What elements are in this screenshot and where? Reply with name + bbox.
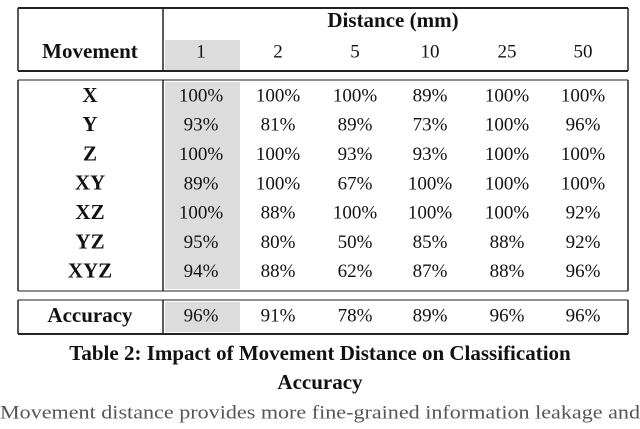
- cell: 96%: [566, 115, 601, 136]
- summary-cell: 96%: [566, 305, 601, 326]
- row-label: X: [82, 83, 97, 107]
- cell: 88%: [261, 261, 296, 282]
- row-label: XZ: [75, 200, 104, 224]
- summary-cell: 89%: [413, 305, 448, 326]
- cell: 100%: [256, 144, 301, 165]
- cell: 100%: [256, 173, 301, 194]
- cell: 87%: [413, 261, 448, 282]
- row-label: XY: [75, 171, 105, 195]
- column-header: 25: [498, 41, 517, 62]
- cell: 89%: [184, 173, 219, 194]
- cell: 100%: [561, 173, 606, 194]
- cell: 100%: [485, 203, 530, 224]
- cell: 93%: [338, 144, 373, 165]
- summary-cell: 78%: [338, 305, 373, 326]
- cell: 96%: [566, 261, 601, 282]
- cell: 100%: [485, 144, 530, 165]
- cell: 100%: [485, 173, 530, 194]
- row-label: Z: [83, 141, 97, 165]
- cell: 50%: [338, 232, 373, 253]
- cell: 100%: [485, 115, 530, 136]
- cell: 100%: [179, 144, 224, 165]
- summary-cell: 96%: [490, 305, 525, 326]
- cell: 88%: [490, 261, 525, 282]
- cell: 89%: [338, 115, 373, 136]
- cell: 85%: [413, 232, 448, 253]
- column-header: 5: [350, 41, 360, 62]
- column-header: 2: [273, 41, 283, 62]
- cell: 62%: [338, 261, 373, 282]
- cell: 80%: [261, 232, 296, 253]
- cell: 73%: [413, 115, 448, 136]
- column-header: 10: [421, 41, 440, 62]
- cell: 88%: [490, 232, 525, 253]
- cell: 100%: [408, 203, 453, 224]
- summary-cell: 91%: [261, 305, 296, 326]
- cell: 92%: [566, 232, 601, 253]
- caption: Accuracy: [277, 370, 363, 394]
- group-header: Distance (mm): [327, 8, 458, 32]
- cell: 92%: [566, 203, 601, 224]
- cell: 67%: [338, 173, 373, 194]
- summary-label: Accuracy: [47, 303, 133, 327]
- cell: 100%: [561, 85, 606, 106]
- row-label: Y: [82, 112, 97, 136]
- cell: 100%: [179, 203, 224, 224]
- cell: 100%: [408, 173, 453, 194]
- row-label: XYZ: [68, 259, 112, 283]
- caption: Table 2: Impact of Movement Distance on …: [69, 341, 571, 365]
- cell: 93%: [413, 144, 448, 165]
- highlight-column: [165, 302, 240, 332]
- summary-cell: 96%: [184, 305, 219, 326]
- cell: 88%: [261, 203, 296, 224]
- cell: 100%: [179, 85, 224, 106]
- cell: 81%: [261, 115, 296, 136]
- cell: 93%: [184, 115, 219, 136]
- cell: 95%: [184, 232, 219, 253]
- column-header: 50: [574, 41, 593, 62]
- cell: 100%: [561, 144, 606, 165]
- cell: 100%: [256, 85, 301, 106]
- cell: 100%: [485, 85, 530, 106]
- cell: 89%: [413, 85, 448, 106]
- cell: 100%: [333, 203, 378, 224]
- highlight-column: [165, 40, 240, 70]
- body-text: Movement distance provides more fine-gra…: [0, 402, 640, 423]
- cell: 94%: [184, 261, 219, 282]
- column-header: 1: [196, 41, 206, 62]
- row-label: YZ: [75, 229, 104, 253]
- row-header: Movement: [42, 39, 138, 63]
- cell: 100%: [333, 85, 378, 106]
- highlight-column: [165, 82, 240, 289]
